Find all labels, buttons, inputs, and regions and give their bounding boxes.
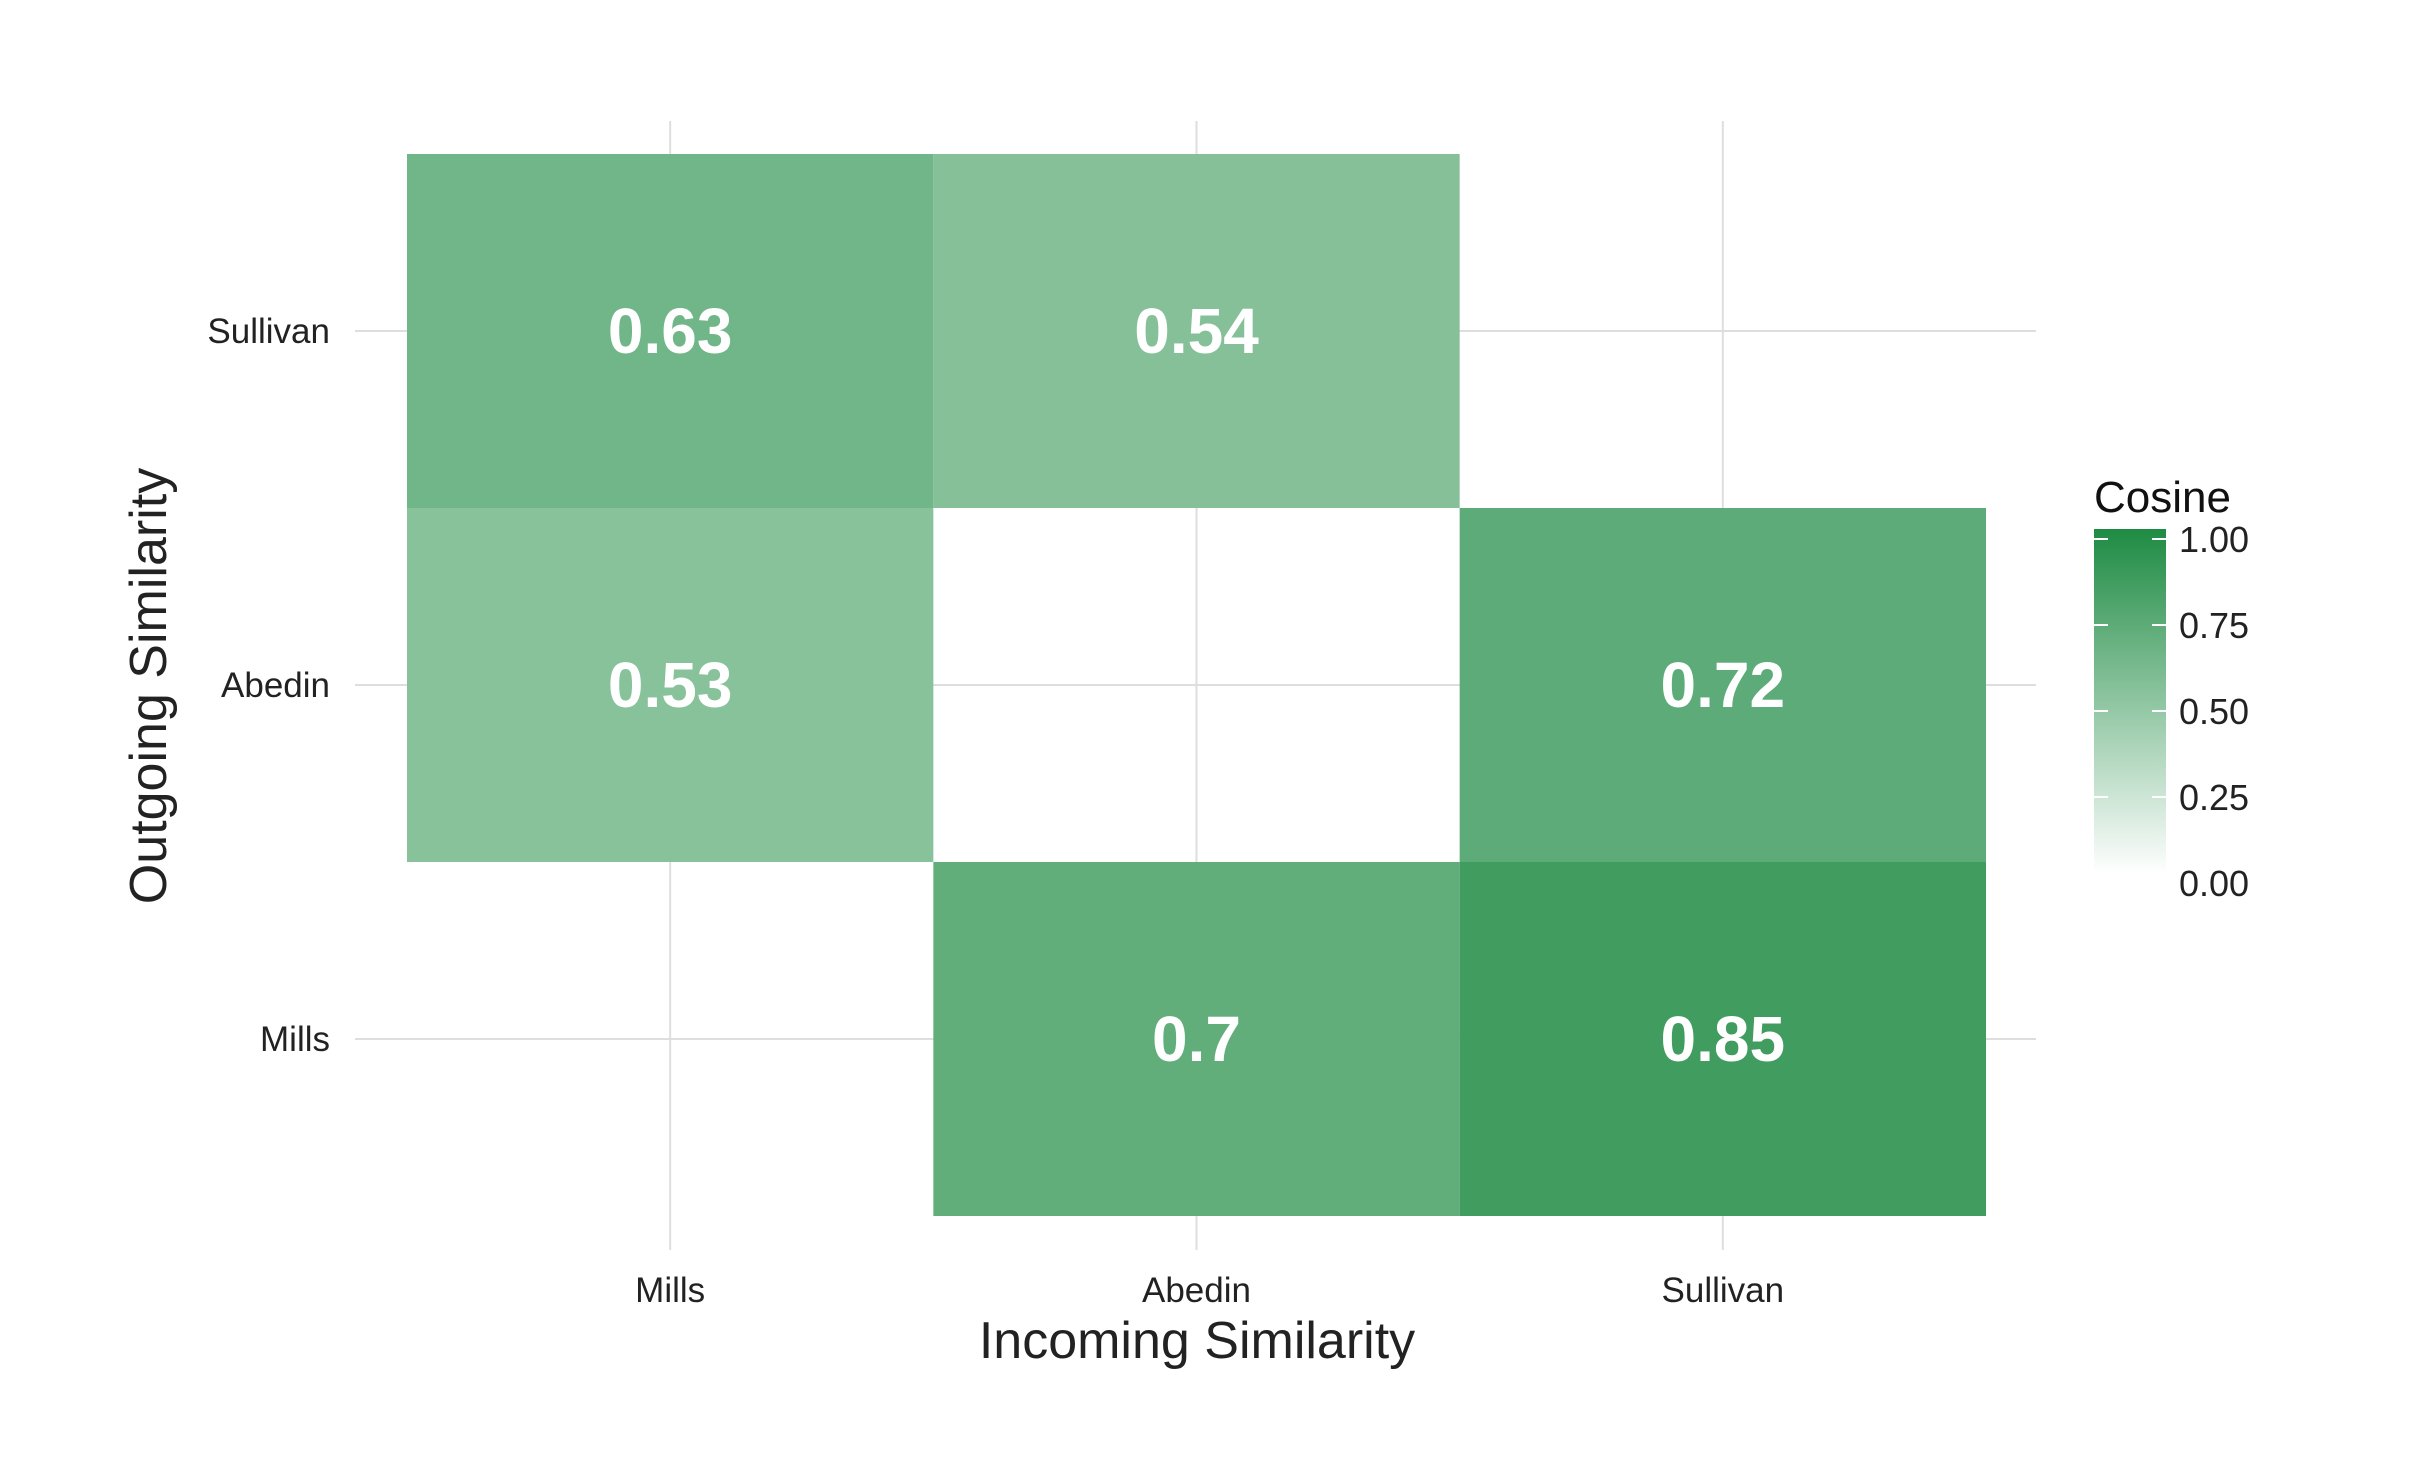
heatmap-cell <box>933 862 1460 1216</box>
legend-title: Cosine <box>2094 473 2231 522</box>
heatmap-cells: 0.63 0.54 0.53 0.72 0.7 0.85 <box>407 154 1986 1216</box>
legend-tick-label: 0.50 <box>2179 691 2249 732</box>
heatmap-cell <box>407 508 934 862</box>
legend-tick-label: 0.25 <box>2179 777 2249 818</box>
heatmap-cell <box>1459 862 1986 1216</box>
cell-value-label: 0.63 <box>608 295 733 367</box>
x-tick-label: Sullivan <box>1662 1271 1785 1310</box>
heatmap-cell <box>407 154 934 508</box>
y-axis-title: Outgoing Similarity <box>120 468 178 904</box>
legend-colorbar <box>2094 529 2166 874</box>
heatmap-cell <box>933 154 1460 508</box>
y-tick-label: Sullivan <box>207 312 330 351</box>
legend-tick-label: 0.00 <box>2179 863 2249 904</box>
axes: Incoming Similarity Outgoing Similarity … <box>120 312 1784 1370</box>
cell-value-label: 0.7 <box>1152 1003 1241 1075</box>
cell-value-label: 0.54 <box>1134 295 1259 367</box>
legend-tick-label: 0.75 <box>2179 605 2249 646</box>
y-tick-label: Abedin <box>221 666 330 705</box>
legend-tick-label: 1.00 <box>2179 519 2249 560</box>
x-tick-label: Mills <box>635 1271 705 1310</box>
cell-value-label: 0.72 <box>1661 649 1786 721</box>
x-tick-label: Abedin <box>1142 1271 1251 1310</box>
cell-value-label: 0.53 <box>608 649 733 721</box>
x-axis-title: Incoming Similarity <box>979 1312 1415 1370</box>
color-legend: Cosine 0.00 0.25 0.50 0.75 1.00 <box>2094 473 2249 904</box>
heatmap-cell <box>1459 508 1986 862</box>
cell-value-label: 0.85 <box>1661 1003 1786 1075</box>
y-tick-label: Mills <box>260 1020 330 1059</box>
